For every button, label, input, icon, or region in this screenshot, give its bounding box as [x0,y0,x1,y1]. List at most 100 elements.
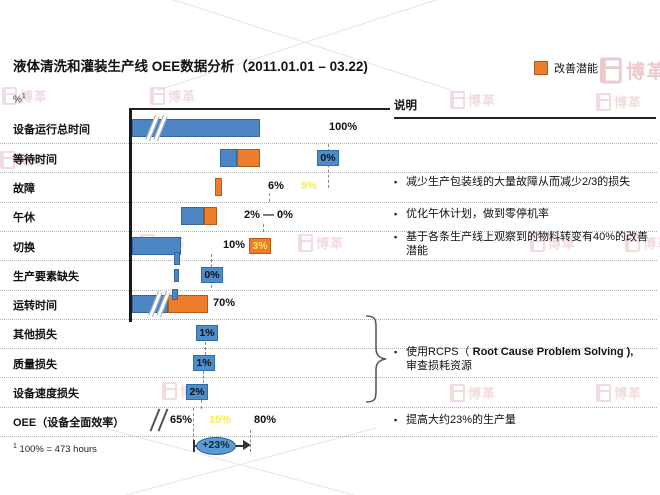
watermark-text: 博革 [20,89,49,104]
watermark-text: 博革 [168,89,197,104]
legend-improvement-potential: 改善潜能 [534,60,598,76]
bar-segment-blue [174,269,179,282]
logo-icon [450,383,465,402]
value-label: 6% [268,179,284,192]
category-label: 故障 [13,182,35,195]
value-label: 0% [201,266,223,283]
row-divider [0,260,657,262]
arrow-head-icon [243,440,251,450]
axis-unit-label: %1 [13,93,26,106]
category-label: 生产要素缺失 [13,270,79,283]
bar-segment-orange [215,177,222,196]
value-label: 100% [329,121,358,134]
value-label: 1% [193,354,215,371]
logo-icon [298,233,313,252]
bar-segment-blue [181,207,204,226]
boge-logo: 博革 [600,56,660,84]
logo-icon [596,92,611,111]
chart-top-border [130,108,390,110]
bar-segment-blue [174,252,180,265]
watermark-logo: 博革 [450,383,496,402]
arrow-shaft [235,445,244,447]
row-divider [0,289,657,291]
logo-icon [0,150,15,169]
row-divider [0,143,657,144]
watermark-text: 博革 [468,93,497,108]
logo-icon [162,381,177,400]
logo-icon [600,56,622,83]
category-label: 设备运行总时间 [13,124,90,137]
watermark-text: 博革 [614,386,643,401]
page-title: 液体清洗和灌装生产线 OEE数据分析（2011.01.01 – 03.22) [13,59,368,74]
watermark-logo: 博革 [150,86,196,105]
category-label: 质量损失 [13,358,57,371]
row-divider [0,377,657,379]
explain-bullet-rcps: 使用RCPS（ Root Cause Problem Solving ),审查损… [394,345,656,373]
category-label: 运转时间 [13,300,57,313]
value-label: 70% [213,297,236,310]
watermark-logo: 博革 [596,92,642,111]
row-divider [0,318,657,320]
bar-segment-orange [204,207,217,226]
watermark-line [157,0,453,91]
category-label: 切换 [13,241,35,254]
watermark-logo: 博革 [596,383,642,402]
watermark-logo: 博革 [0,150,46,169]
value-label: 10% [223,238,246,251]
watermark-line [157,0,453,91]
logo-icon [2,86,17,105]
row-divider [0,406,657,408]
watermark-logo: 博革 [450,90,496,109]
connector-tick [193,408,194,452]
watermark-text: 博革 [614,95,643,110]
legend-swatch-icon [534,61,548,75]
bar-segment-orange [168,295,208,314]
row-divider [0,201,657,203]
value-label: 15% [209,414,232,427]
footnote: 1 100% = 473 hours [13,443,97,456]
bar-segment-blue [132,236,181,255]
watermark-text: 博革 [18,153,47,168]
value-label: 1% [196,325,218,342]
connector-tick [269,193,270,202]
logo-icon [450,90,465,109]
row-divider [0,348,657,350]
watermark-logo: 博革 [2,86,48,105]
legend-label: 改善潜能 [554,63,598,75]
connector-tick [263,224,264,232]
value-label: 80% [254,414,277,427]
y-axis-line [129,108,132,322]
logo-icon [150,86,165,105]
bar-segment-orange [237,148,260,167]
category-label: 等待时间 [13,153,57,166]
value-label: 0% [317,149,339,166]
explain-bullet-output: 提高大约23%的生产量 [394,413,656,427]
category-label: 设备速度损失 [13,388,79,401]
connector-tick [328,144,329,188]
explain-bullet-breakdown: 减少生产包装线的大量故障从而减少2/3的损失 [394,175,656,189]
row-divider [0,230,657,232]
brace-icon [365,315,387,403]
category-label: OEE（设备全面效率） [13,417,125,430]
connector-tick [205,342,206,355]
category-label: 其他损失 [13,329,57,342]
logo-icon [596,383,611,402]
value-label: 2% — 0% [244,209,293,222]
value-label: 2% [186,384,208,401]
value-label: 65% [170,414,193,427]
explain-bullet-changeover: 基于各条生产线上观察到的物料转变有40%的改善潜能 [394,230,656,258]
row-divider [0,436,657,437]
explain-bullet-lunch: 优化午休计划，做到零停机率 [394,207,656,221]
value-label: 3% [249,237,271,254]
value-label: 9% [301,179,317,192]
watermark-text: 博革 [468,386,497,401]
axis-break-icon [157,408,169,432]
watermark-text: 博革 [316,236,345,251]
growth-oval-badge: +23% [196,437,236,455]
connector-tick [203,371,204,383]
explain-header: 说明 [394,97,656,119]
category-label: 午休 [13,212,35,225]
bar-segment-blue [220,148,237,167]
connector-tick [201,400,202,409]
